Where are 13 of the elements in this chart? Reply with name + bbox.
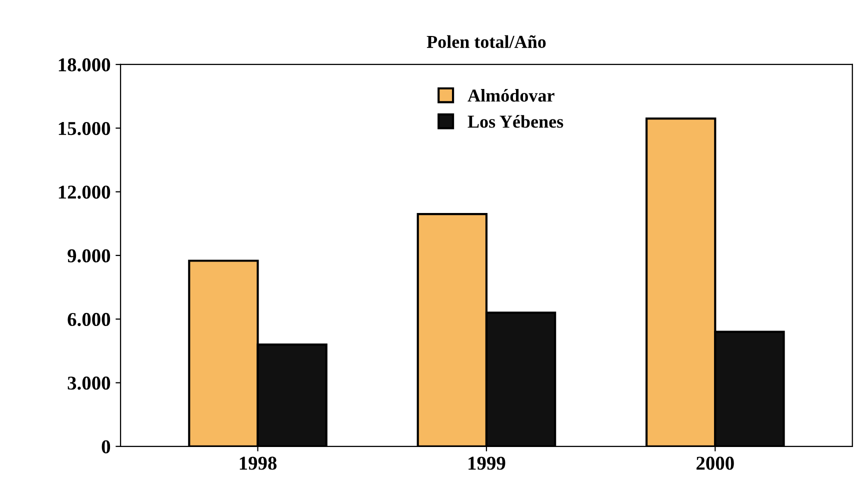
x-tick-label: 1998 bbox=[240, 456, 277, 470]
chart-title: Polen total/Año bbox=[426, 35, 546, 48]
legend-label: Los Yébenes bbox=[468, 115, 564, 128]
x-tick-label: 2000 bbox=[696, 456, 734, 470]
y-tick-label: 18.000 bbox=[58, 58, 110, 72]
x-tick-label: 1999 bbox=[468, 456, 506, 470]
y-tick-label: 0 bbox=[102, 440, 110, 454]
y-tick-label: 9.000 bbox=[68, 249, 110, 262]
y-tick-label: 15.000 bbox=[58, 122, 110, 136]
y-tick-label: 6.000 bbox=[68, 312, 110, 326]
legend-label: Almódovar bbox=[468, 89, 554, 102]
y-tick-label: 12.000 bbox=[58, 186, 110, 199]
y-tick-label: 3.000 bbox=[68, 376, 110, 390]
